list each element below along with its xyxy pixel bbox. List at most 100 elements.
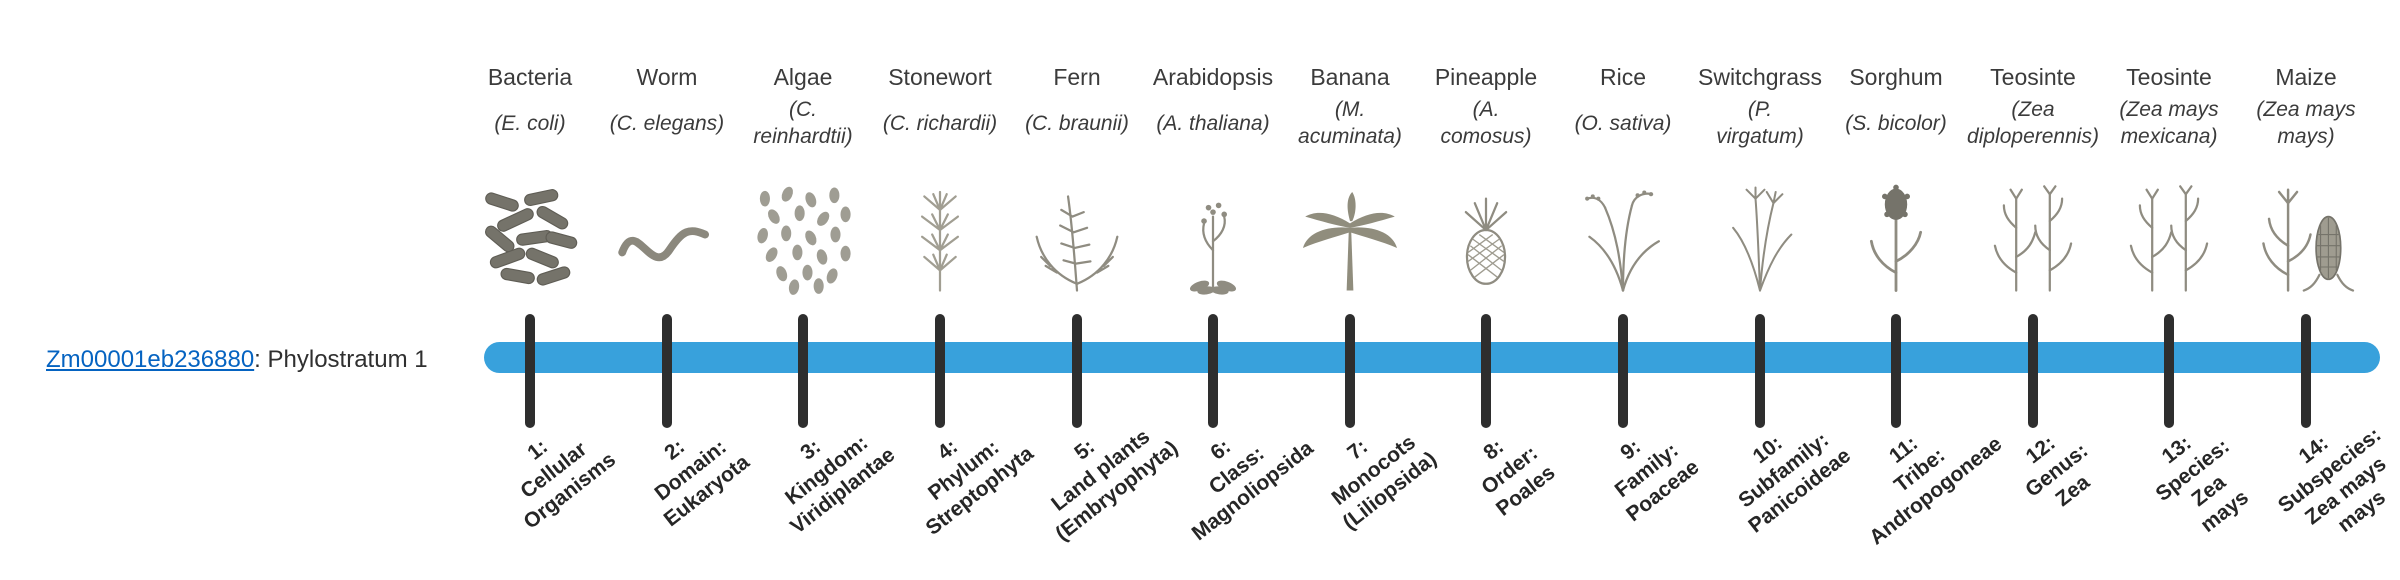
organism-species: (A. comosus) bbox=[1401, 94, 1571, 152]
bacteria-icon bbox=[474, 178, 586, 300]
species-line: (C. elegans) bbox=[609, 111, 725, 135]
species-line: virgatum) bbox=[1716, 125, 1804, 148]
teosinte-icon bbox=[1977, 178, 2089, 300]
organism-species: (E. coli) bbox=[445, 94, 615, 152]
organism-name: Switchgrass bbox=[1698, 64, 1822, 90]
phylostratum-text: : Phylostratum 1 bbox=[254, 346, 428, 373]
organism-name: Pineapple bbox=[1434, 64, 1538, 90]
phylostratum-tick-8 bbox=[1481, 314, 1491, 428]
organism-species: (P. virgatum) bbox=[1675, 94, 1845, 152]
phylostratum-label-5: 5: Land plants (Embryophyta) bbox=[1010, 388, 1192, 554]
organism-name: Teosinte bbox=[2126, 64, 2212, 90]
species-line: (E. coli) bbox=[494, 111, 566, 135]
organism-column-arabidopsis: Arabidopsis (A. thaliana) bbox=[1128, 60, 1298, 300]
rice-icon bbox=[1567, 178, 1679, 300]
phylostratum-label-4: 4: Phylum: Streptophyta bbox=[873, 388, 1055, 554]
organism-species: (O. sativa) bbox=[1538, 94, 1708, 152]
organism-species: (C. braunii) bbox=[992, 94, 1162, 152]
phylostratum-tick-13 bbox=[2164, 314, 2174, 428]
organism-name: Worm bbox=[636, 64, 698, 90]
organism-column-algae: Algae (C. reinhardtii) bbox=[718, 60, 888, 300]
species-line: (M. bbox=[1334, 98, 1366, 121]
phylostratum-label-3: 3: Kingdom: Viridiplantae bbox=[736, 388, 918, 554]
organism-species: (Zea mays mexicana) bbox=[2084, 94, 2254, 152]
pineapple-icon bbox=[1430, 178, 1542, 300]
phylostratum-tick-6 bbox=[1208, 314, 1218, 428]
phylostratum-label-8: 8: Order: Poales bbox=[1419, 388, 1601, 554]
organism-column-sorghum: Sorghum (S. bicolor) bbox=[1811, 60, 1981, 300]
organism-column-rice: Rice (O. sativa) bbox=[1538, 60, 1708, 300]
species-line: (Zea bbox=[2011, 98, 2055, 121]
worm-icon bbox=[611, 178, 723, 300]
species-line: (C. bbox=[789, 98, 817, 121]
organism-column-banana: Banana (M. acuminata) bbox=[1265, 60, 1435, 300]
species-line: (S. bicolor) bbox=[1845, 111, 1947, 135]
species-line: mays) bbox=[2277, 125, 2335, 148]
organism-column-pineapple: Pineapple (A. comosus) bbox=[1401, 60, 1571, 300]
organism-name: Rice bbox=[1599, 64, 1646, 90]
organism-name: Fern bbox=[1053, 64, 1101, 90]
sorghum-icon bbox=[1840, 178, 1952, 300]
fern-icon bbox=[1021, 178, 1133, 300]
phylostratum-tick-2 bbox=[662, 314, 672, 428]
organism-species: (S. bicolor) bbox=[1811, 94, 1981, 152]
organism-column-worm: Worm (C. elegans) bbox=[582, 60, 752, 300]
phylostratum-tick-1 bbox=[525, 314, 535, 428]
organism-name: Teosinte bbox=[1990, 64, 2076, 90]
species-line: (Zea mays bbox=[2119, 98, 2219, 121]
phylostratum-tick-3 bbox=[798, 314, 808, 428]
organism-name: Bacteria bbox=[487, 64, 573, 90]
organism-name: Banana bbox=[1310, 64, 1390, 90]
species-line: (O. sativa) bbox=[1574, 111, 1672, 135]
maize-icon bbox=[2250, 178, 2362, 300]
organism-column-stonewort: Stonewort (C. richardii) bbox=[855, 60, 1025, 300]
organism-species: (C. elegans) bbox=[582, 94, 752, 152]
organism-name: Stonewort bbox=[888, 64, 992, 90]
phylostratum-tick-4 bbox=[935, 314, 945, 428]
organism-species: (A. thaliana) bbox=[1128, 94, 1298, 152]
organism-icon-box bbox=[2221, 152, 2391, 300]
organism-name: Sorghum bbox=[1849, 64, 1943, 90]
organism-column-switchgrass: Switchgrass (P. virgatum) bbox=[1675, 60, 1845, 300]
species-line: (C. braunii) bbox=[1025, 111, 1129, 135]
species-line: comosus) bbox=[1440, 125, 1532, 148]
teosinte-icon bbox=[2113, 178, 2225, 300]
organism-name: Maize bbox=[2275, 64, 2337, 90]
phylostratum-tick-10 bbox=[1755, 314, 1765, 428]
organism-species: (Zea diploperennis) bbox=[1948, 94, 2118, 152]
organism-column-maize: Maize (Zea mays mays) bbox=[2221, 60, 2391, 300]
organism-species: (M. acuminata) bbox=[1265, 94, 1435, 152]
organism-species: (C. richardii) bbox=[855, 94, 1025, 152]
species-line: (Zea mays bbox=[2256, 98, 2356, 121]
phylostratum-label-7: 7: Monocots (Liliopsida) bbox=[1283, 388, 1465, 554]
species-line: (C. richardii) bbox=[882, 111, 998, 135]
organism-column-teosinte-mexicana: Teosinte (Zea mays mexicana) bbox=[2084, 60, 2254, 300]
stonewort-icon bbox=[884, 178, 996, 300]
phylostratum-tick-14 bbox=[2301, 314, 2311, 428]
phylostratum-label-6: 6: Class: Magnoliopsida bbox=[1146, 388, 1328, 554]
species-line: mexicana) bbox=[2120, 125, 2218, 148]
organism-name: Algae bbox=[773, 64, 833, 90]
phylostratum-label-2: 2: Domain: Eukaryota bbox=[600, 388, 782, 554]
organism-column-fern: Fern (C. braunii) bbox=[992, 60, 1162, 300]
phylostratum-tick-11 bbox=[1891, 314, 1901, 428]
switchgrass-icon bbox=[1704, 178, 1816, 300]
gene-label: Zm00001eb236880: Phylostratum 1 bbox=[46, 346, 428, 374]
phylostratum-label-10: 10: Subfamily: Panicoideae bbox=[1693, 388, 1875, 554]
organism-column-teosinte-diploperennis: Teosinte (Zea diploperennis) bbox=[1948, 60, 2118, 300]
phylostratum-tick-9 bbox=[1618, 314, 1628, 428]
phylostratum-label-14: 14: Subspecies: Zea mays mays bbox=[2239, 388, 2400, 575]
phylostratum-label-9: 9: Family: Poaceae bbox=[1556, 388, 1738, 554]
phylostratum-tick-12 bbox=[2028, 314, 2038, 428]
phylostratum-tick-7 bbox=[1345, 314, 1355, 428]
phylostratum-bar bbox=[484, 342, 2380, 373]
species-line: reinhardtii) bbox=[753, 125, 853, 148]
phylostratum-label-1: 1: Cellular Organisms bbox=[463, 388, 645, 554]
species-line: (P. bbox=[1747, 98, 1773, 121]
species-line: (A. bbox=[1472, 98, 1500, 121]
phylostratum-label-12: 12: Genus: Zea bbox=[1966, 388, 2148, 554]
banana-icon bbox=[1294, 178, 1406, 300]
gene-link[interactable]: Zm00001eb236880 bbox=[46, 346, 255, 373]
organism-name: Arabidopsis bbox=[1152, 64, 1274, 90]
